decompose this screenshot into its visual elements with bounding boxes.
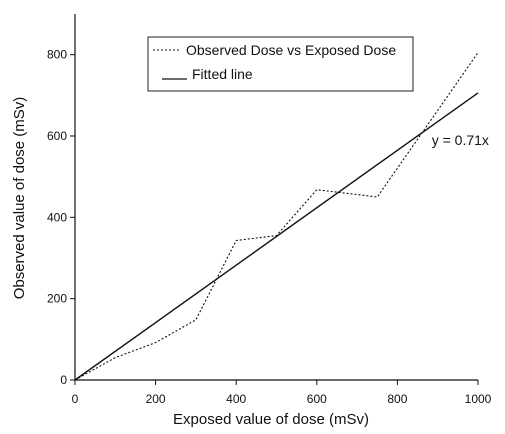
x-tick-label: 200 [146, 392, 166, 406]
legend-box [147, 36, 414, 92]
y-tick-label: 0 [60, 373, 67, 387]
observed-dose-line [74, 52, 479, 381]
x-tick-label: 600 [307, 392, 327, 406]
y-tick-label: 200 [47, 292, 67, 306]
legend-label-fitted: Fitted line [192, 66, 253, 82]
fitted-line [74, 92, 479, 381]
y-tick-label: 800 [47, 48, 67, 62]
legend: Observed Dose vs Exposed Dose Fitted lin… [147, 36, 414, 92]
series-layer [74, 52, 479, 381]
y-tick-label: 400 [47, 210, 67, 224]
y-ticks: 0 200 400 600 800 [47, 48, 75, 387]
x-tick-label: 1000 [465, 392, 492, 406]
y-axis-title: Observed value of dose (mSv) [11, 97, 28, 300]
x-tick-label: 400 [226, 392, 246, 406]
legend-label-observed: Observed Dose vs Exposed Dose [186, 42, 396, 58]
x-ticks: 0 200 400 600 800 1000 [72, 380, 492, 406]
x-tick-label: 800 [387, 392, 407, 406]
x-tick-label: 0 [72, 392, 79, 406]
y-tick-label: 600 [47, 129, 67, 143]
x-axis-title: Exposed value of dose (mSv) [173, 411, 369, 428]
fit-equation-label: y = 0.71x [432, 132, 489, 148]
